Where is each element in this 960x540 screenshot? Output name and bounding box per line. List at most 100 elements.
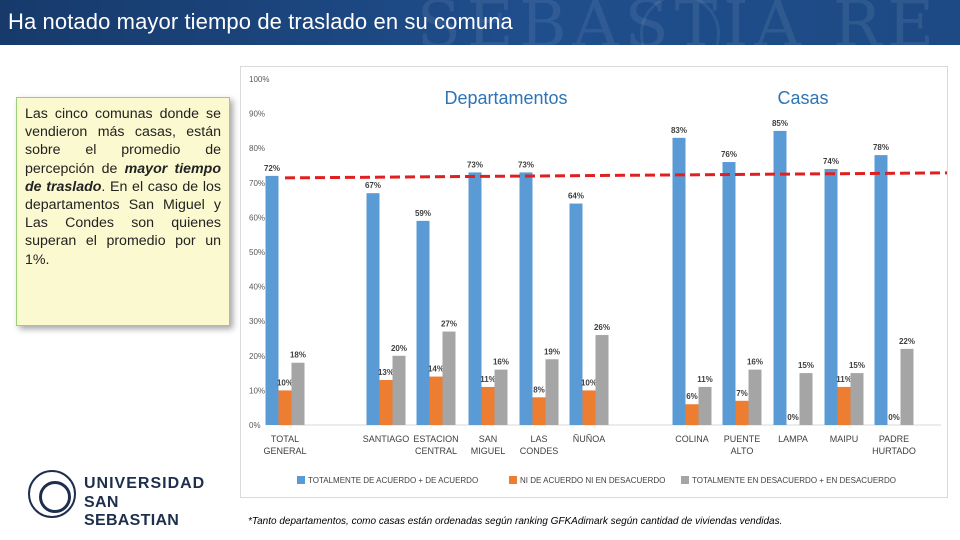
legend-swatch xyxy=(681,476,689,484)
data-label: 11% xyxy=(697,375,713,384)
bar-series1 xyxy=(569,203,583,425)
summary-callout: Las cinco comunas donde se vendieron más… xyxy=(16,97,230,326)
data-label: 13% xyxy=(378,368,394,377)
logo-line1: UNIVERSIDAD xyxy=(84,475,206,492)
x-tick-label: ESTACION xyxy=(413,434,458,444)
y-tick-label: 30% xyxy=(249,317,265,326)
legend-label: TOTALMENTE EN DESACUERDO + EN DESACUERDO xyxy=(692,476,896,485)
legend-swatch xyxy=(297,476,305,484)
x-tick-label: SANTIAGO xyxy=(363,434,410,444)
data-label: 59% xyxy=(415,209,431,218)
bar-series3 xyxy=(799,373,813,425)
data-label: 10% xyxy=(581,378,597,387)
bar-series3 xyxy=(595,335,609,425)
summary-emphasis: mayor tiempo de traslado xyxy=(25,160,221,195)
university-logo: UNIVERSIDAD SAN SEBASTIAN xyxy=(28,470,204,529)
x-tick-label: MAIPU xyxy=(830,434,859,444)
data-label: 11% xyxy=(480,375,496,384)
data-label: 20% xyxy=(391,344,407,353)
data-label: 22% xyxy=(899,337,915,346)
bar-series3 xyxy=(850,373,864,425)
data-label: 14% xyxy=(428,365,444,374)
y-tick-label: 10% xyxy=(249,386,265,395)
x-tick-label: HURTADO xyxy=(872,446,916,456)
data-label: 76% xyxy=(721,150,737,159)
x-tick-label: PADRE xyxy=(879,434,909,444)
bar-series1 xyxy=(672,137,686,425)
data-label: 85% xyxy=(772,119,788,128)
data-label: 73% xyxy=(467,160,483,169)
y-tick-label: 40% xyxy=(249,283,265,292)
bar-series2 xyxy=(379,380,393,425)
section-label-casas: Casas xyxy=(777,88,828,108)
bar-series1 xyxy=(265,175,279,425)
bar-series2 xyxy=(735,400,749,425)
bar-series3 xyxy=(442,331,456,425)
data-label: 6% xyxy=(686,392,698,401)
x-tick-label: GENERAL xyxy=(263,446,306,456)
bar-series2 xyxy=(532,397,546,425)
data-label: 0% xyxy=(787,413,799,422)
data-label: 73% xyxy=(518,160,534,169)
x-tick-label: COLINA xyxy=(675,434,709,444)
data-label: 15% xyxy=(798,361,814,370)
header-watermark: SEBASTIA RE xyxy=(416,0,940,45)
bar-chart: 0% 10% 20% 30% 40% 50% 60% 70% 80% 90% 100% Departa… xyxy=(249,75,948,485)
data-label: 0% xyxy=(888,413,900,422)
bar-series3 xyxy=(748,369,762,425)
bar-series2 xyxy=(429,376,443,425)
bar-series3 xyxy=(698,386,712,425)
summary-part1: Las cinco comunas donde se vendieron más… xyxy=(25,106,221,177)
university-seal-icon xyxy=(28,470,76,518)
data-label: 18% xyxy=(290,351,306,360)
bar-series1 xyxy=(416,220,430,425)
title-bar: SEBASTIA RE Ha notado mayor tiempo de tr… xyxy=(0,0,960,45)
data-label: 67% xyxy=(365,181,381,190)
data-label: 74% xyxy=(823,157,839,166)
x-tick-label: SAN xyxy=(479,434,498,444)
data-label: 72% xyxy=(264,164,280,173)
legend-label: TOTALMENTE DE ACUERDO + DE ACUERDO xyxy=(308,476,478,485)
data-label: 11% xyxy=(836,375,852,384)
data-label: 16% xyxy=(493,358,509,367)
bar-series3 xyxy=(291,362,305,425)
bar-series2 xyxy=(837,386,851,425)
bar-series2 xyxy=(481,386,495,425)
bar-series1 xyxy=(874,155,888,425)
bar-series3 xyxy=(545,359,559,425)
legend-label: NI DE ACUERDO NI EN DESACUERDO xyxy=(520,476,665,485)
x-tick-label: LAS xyxy=(530,434,547,444)
page-title: Ha notado mayor tiempo de traslado en su… xyxy=(8,9,513,34)
summary-part2: . En el caso de los departamentos San Mi… xyxy=(25,178,221,268)
y-tick-label: 50% xyxy=(249,248,265,257)
y-tick-label: 100% xyxy=(249,75,269,84)
data-label: 19% xyxy=(544,347,560,356)
y-tick-label: 60% xyxy=(249,213,265,222)
data-label: 10% xyxy=(277,378,293,387)
data-label: 64% xyxy=(568,192,584,201)
bar-series2 xyxy=(685,404,699,425)
data-label: 83% xyxy=(671,126,687,135)
data-label: 8% xyxy=(533,385,545,394)
bar-series1 xyxy=(366,193,380,425)
legend-swatch xyxy=(509,476,517,484)
average-line xyxy=(284,171,948,180)
x-tick-label: ÑUÑOA xyxy=(573,434,606,444)
bar-series1 xyxy=(519,172,533,425)
chart-frame: 0% 10% 20% 30% 40% 50% 60% 70% 80% 90% 100% Departa… xyxy=(240,66,948,498)
data-label: 15% xyxy=(849,361,865,370)
y-tick-label: 80% xyxy=(249,144,265,153)
data-label: 7% xyxy=(736,389,748,398)
bar-series3 xyxy=(494,369,508,425)
x-tick-label: TOTAL xyxy=(271,434,299,444)
bar-series3 xyxy=(392,355,406,425)
y-tick-label: 0% xyxy=(249,421,261,430)
bar-series3 xyxy=(900,348,914,425)
bar-series1 xyxy=(824,168,838,425)
data-label: 26% xyxy=(594,323,610,332)
summary-text: Las cinco comunas donde se vendieron más… xyxy=(25,105,221,269)
bar-series1 xyxy=(468,172,482,425)
x-tick-label: CENTRAL xyxy=(415,446,457,456)
bar-series1 xyxy=(773,130,787,425)
x-tick-label: ALTO xyxy=(731,446,754,456)
